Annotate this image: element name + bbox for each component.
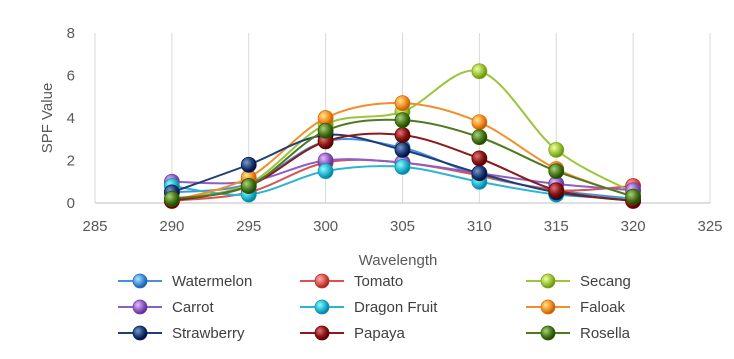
- data-point: [394, 141, 411, 158]
- legend-marker: [314, 273, 330, 289]
- legend-label: Watermelon: [172, 273, 252, 290]
- legend: Watermelon Tomato Secang Carrot Dragon Fruit…: [118, 273, 631, 342]
- x-tick-label: 320: [621, 218, 646, 235]
- data-point: [548, 141, 565, 158]
- legend-marker: [132, 325, 148, 341]
- legend-label: Tomato: [354, 273, 403, 290]
- y-tick-label: 4: [67, 110, 75, 127]
- data-point: [394, 158, 411, 175]
- y-tick-label: 0: [67, 195, 75, 212]
- data-point: [471, 150, 488, 167]
- data-point: [240, 156, 257, 173]
- x-tick-label: 325: [697, 218, 722, 235]
- data-point: [548, 163, 565, 180]
- legend-label: Dragon Fruit: [354, 299, 438, 316]
- x-tick-label: 295: [236, 218, 261, 235]
- legend-item: Papaya: [300, 325, 406, 342]
- data-point: [625, 188, 642, 205]
- data-point: [471, 165, 488, 182]
- legend-item: Tomato: [300, 273, 403, 290]
- y-axis-title: SPF Value: [39, 83, 56, 154]
- data-point: [548, 182, 565, 199]
- data-point: [471, 114, 488, 131]
- data-point: [317, 122, 334, 139]
- series-rosella: [163, 112, 642, 207]
- data-point: [163, 190, 180, 207]
- x-tick-label: 310: [467, 218, 492, 235]
- x-tick-label: 305: [390, 218, 415, 235]
- legend-marker: [314, 299, 330, 315]
- legend-marker: [540, 299, 556, 315]
- y-tick-label: 2: [67, 153, 75, 170]
- x-tick-label: 285: [82, 218, 107, 235]
- series: [163, 63, 642, 209]
- legend-label: Papaya: [354, 325, 406, 342]
- x-axis-title: Wavelength: [359, 252, 438, 269]
- x-tick-label: 290: [159, 218, 184, 235]
- data-point: [471, 129, 488, 146]
- legend-marker: [540, 273, 556, 289]
- legend-marker: [132, 273, 148, 289]
- legend-item: Secang: [526, 273, 631, 290]
- legend-label: Carrot: [172, 299, 215, 316]
- data-point: [317, 163, 334, 180]
- legend-item: Faloak: [526, 299, 626, 316]
- legend-label: Secang: [580, 273, 631, 290]
- legend-item: Dragon Fruit: [300, 299, 438, 316]
- data-point: [471, 63, 488, 80]
- legend-label: Rosella: [580, 325, 631, 342]
- axes: 285 290 295 300 305 310 315 320 325 0 2 4 6 8: [67, 25, 723, 235]
- legend-item: Watermelon: [118, 273, 252, 290]
- data-point: [240, 178, 257, 194]
- data-point: [394, 112, 411, 129]
- legend-item: Strawberry: [118, 325, 245, 342]
- y-tick-label: 6: [67, 68, 75, 85]
- legend-marker: [314, 325, 330, 341]
- data-point: [394, 127, 411, 143]
- x-tick-label: 315: [544, 218, 569, 235]
- legend-label: Strawberry: [172, 325, 245, 342]
- x-tick-label: 300: [313, 218, 338, 235]
- legend-marker: [540, 325, 556, 341]
- data-point: [394, 95, 411, 112]
- legend-label: Faloak: [580, 299, 626, 316]
- y-tick-label: 8: [67, 25, 75, 42]
- legend-marker: [132, 299, 148, 315]
- legend-item: Rosella: [526, 325, 631, 342]
- legend-item: Carrot: [118, 299, 215, 316]
